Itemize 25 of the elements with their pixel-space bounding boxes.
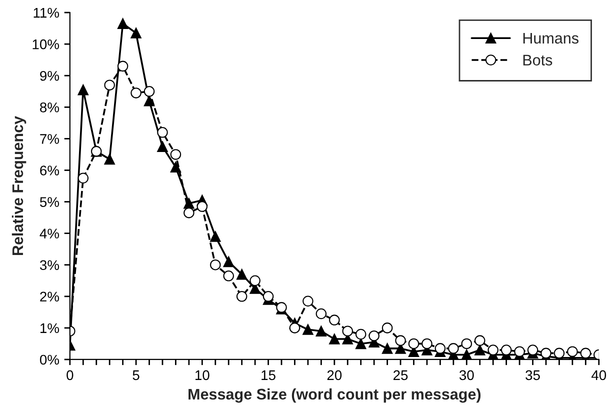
y-tick-label: 4% xyxy=(40,228,60,238)
y-axis-title: Relative Frequency xyxy=(12,116,26,256)
y-tick-label: 9% xyxy=(40,70,60,81)
x-tick-label: 20 xyxy=(327,370,342,380)
y-tick-label: 2% xyxy=(40,292,60,302)
y-tick-label: 6% xyxy=(40,166,60,176)
x-tick-label: 10 xyxy=(195,370,210,380)
x-tick-label: 0 xyxy=(66,370,74,380)
y-tick-label: 5% xyxy=(40,197,60,207)
x-tick-label: 35 xyxy=(526,370,540,380)
y-tick-label: 8% xyxy=(40,102,60,112)
x-axis-title: Message Size (word count per message) xyxy=(188,388,481,403)
legend-label: Humans xyxy=(523,32,578,44)
x-tick-label: 40 xyxy=(591,370,606,380)
x-tick-label: 15 xyxy=(262,370,276,380)
x-tick-label: 25 xyxy=(393,370,408,380)
x-tick-label: 5 xyxy=(132,370,140,380)
legend-label: Bots xyxy=(523,54,552,66)
y-tick-label: 3% xyxy=(40,260,60,270)
y-tick-label: 11% xyxy=(34,8,60,18)
x-tick-label: 30 xyxy=(459,370,474,380)
y-tick-label: 0% xyxy=(40,354,60,365)
y-tick-label: 10% xyxy=(32,39,60,50)
y-tick-label: 1% xyxy=(40,323,60,334)
y-tick-label: 7% xyxy=(40,134,60,144)
